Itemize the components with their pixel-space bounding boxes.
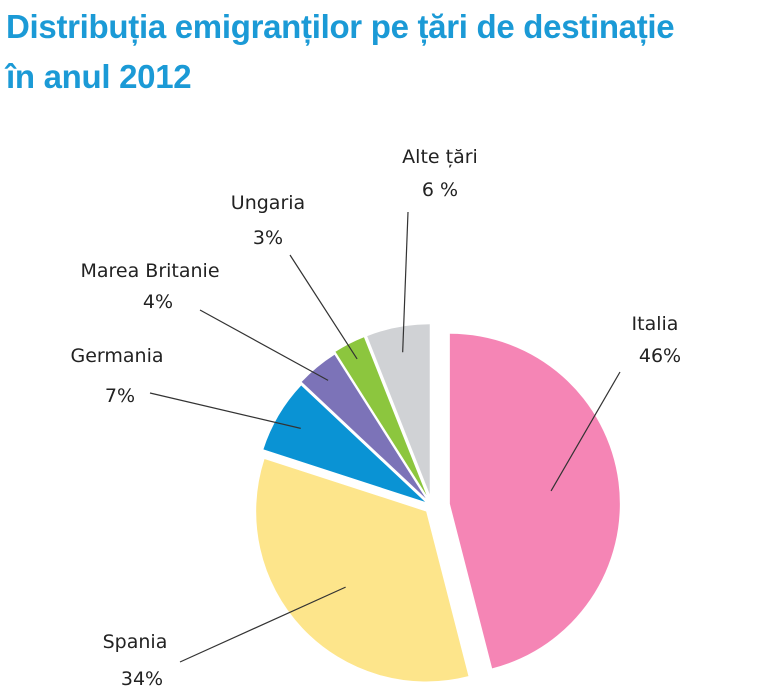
leader-line — [289, 254, 358, 360]
slice-germania — [263, 385, 426, 502]
slice-name-label: Marea Britanie — [80, 260, 219, 282]
title-line-1: Distribuția emigranților pe țări de dest… — [6, 8, 675, 45]
slice-alte-ri — [367, 324, 430, 495]
slice-ungaria — [335, 337, 427, 496]
slice-value-label: 7% — [105, 385, 135, 407]
slice-name-label: Germania — [70, 345, 163, 367]
slice-marea-britanie — [301, 354, 426, 499]
leader-line — [149, 392, 301, 429]
slice-value-label: 46% — [639, 345, 681, 367]
slice-name-label: Italia — [632, 313, 679, 335]
leader-line — [199, 309, 329, 381]
slice-name-label: Alte țări — [402, 146, 478, 168]
slice-value-label: 4% — [143, 291, 173, 313]
slice-value-label: 34% — [121, 668, 163, 690]
slice-name-label: Ungaria — [231, 192, 305, 214]
chart-title: Distribuția emigranților pe țări de dest… — [6, 2, 675, 102]
slice-name-label: Spania — [103, 631, 168, 653]
slice-spania — [256, 458, 469, 682]
leader-line — [550, 371, 621, 492]
title-line-2: în anul 2012 — [6, 58, 192, 95]
leader-line — [402, 211, 409, 353]
slice-value-label: 3% — [253, 227, 283, 249]
slice-italia — [449, 333, 620, 669]
leader-line — [179, 586, 346, 663]
slice-value-label: 6 % — [422, 179, 458, 201]
